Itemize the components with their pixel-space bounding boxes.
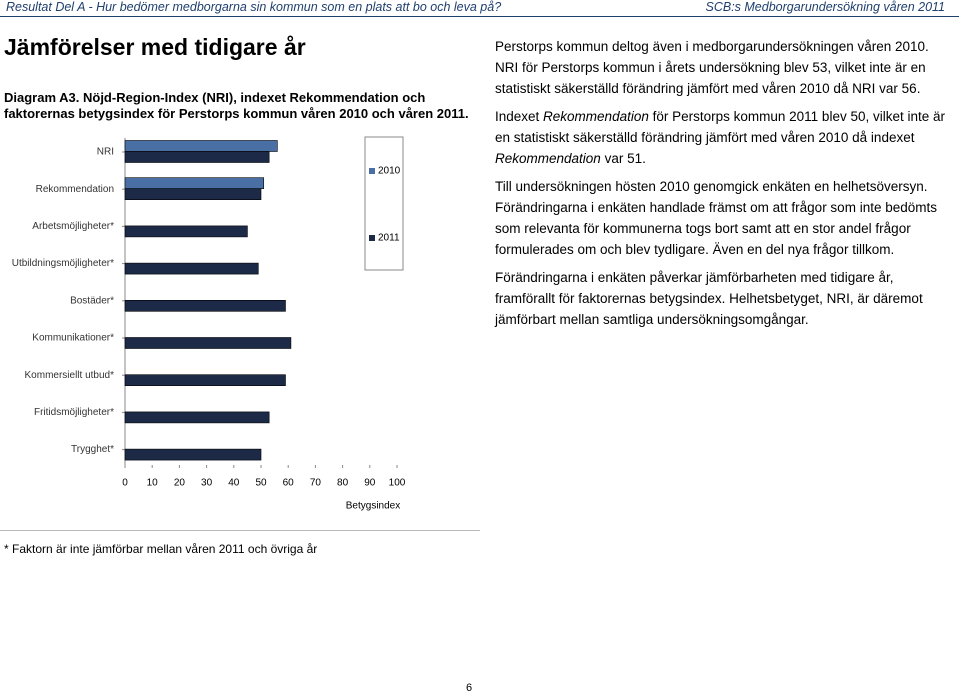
text: Till undersökningen hösten 2010 genomgic… (495, 179, 937, 257)
y-tick-label: Bostäder* (70, 295, 114, 306)
bar (124, 188, 262, 200)
legend-swatch (369, 235, 375, 241)
text: Indexet (495, 109, 544, 124)
x-tick-label: 40 (228, 478, 240, 489)
y-tick-label: Arbetsmöjligheter* (32, 221, 114, 232)
header-rule (0, 16, 959, 17)
bar (124, 374, 286, 387)
x-tick-label: 0 (122, 478, 128, 489)
text: för Perstorps kommun 2011 blev 50, vilke… (495, 109, 945, 145)
paragraph: Perstorps kommun deltog även i medborgar… (495, 36, 955, 99)
bar (124, 262, 259, 275)
x-tick-label: 20 (174, 478, 186, 489)
italic-text: Rekommendation (543, 109, 649, 124)
bar (124, 411, 270, 424)
legend-label: 2010 (378, 166, 401, 177)
paragraph: Indexet Rekommendation för Perstorps kom… (495, 106, 955, 169)
footnote: * Faktorn är inte jämförbar mellan våren… (4, 542, 318, 556)
legend-swatch (369, 168, 375, 174)
bar (124, 225, 248, 238)
x-tick-label: 10 (147, 478, 159, 489)
header-left: Resultat Del A - Hur bedömer medborgarna… (6, 0, 502, 14)
italic-text: Rekommendation (495, 151, 601, 166)
body-text: Perstorps kommun deltog även i medborgar… (495, 36, 955, 337)
legend-label: 2011 (378, 233, 400, 244)
chart-caption: Diagram A3. Nöjd-Region-Index (NRI), ind… (4, 90, 469, 121)
bar (124, 299, 286, 312)
chart: 0 10 20 30 40 50 60 70 80 90 100 Betygsindex NRI Reko… (12, 136, 406, 512)
y-tick-label: Kommunikationer* (32, 333, 114, 344)
text: Förändringarna i enkäten påverkar jämför… (495, 270, 923, 327)
x-axis-label: Betygsindex (346, 501, 400, 512)
y-tick-label: Fritidsmöjligheter* (34, 407, 114, 418)
bar (124, 337, 292, 349)
y-tick-label: NRI (97, 147, 114, 158)
y-tick-label: Trygghet* (71, 444, 114, 455)
x-tick-label: 90 (364, 478, 376, 489)
bar (124, 140, 278, 152)
text: var 51. (600, 151, 646, 166)
x-tick-label: 80 (337, 478, 349, 489)
bar (124, 448, 262, 461)
x-tick-label: 70 (310, 478, 322, 489)
heading: Jämförelser med tidigare år (4, 34, 306, 60)
bar (124, 177, 265, 189)
y-tick-label: Utbildningsmöjligheter* (12, 258, 114, 269)
x-tick-label: 60 (283, 478, 295, 489)
y-tick-label: Kommersiellt utbud* (25, 370, 115, 381)
paragraph: Till undersökningen hösten 2010 genomgic… (495, 176, 955, 260)
x-tick-label: 100 (389, 478, 406, 489)
legend-box (364, 136, 404, 271)
text: Perstorps kommun deltog även i medborgar… (495, 39, 929, 96)
x-tick-label: 50 (255, 478, 267, 489)
x-tick-label: 30 (201, 478, 213, 489)
bar (124, 151, 270, 163)
page-number: 6 (466, 682, 473, 694)
y-tick-label: Rekommendation (36, 184, 114, 195)
header-right: SCB:s Medborgarundersökning våren 2011 (705, 0, 946, 14)
paragraph: Förändringarna i enkäten påverkar jämför… (495, 267, 955, 330)
footnote-rule (0, 530, 480, 531)
